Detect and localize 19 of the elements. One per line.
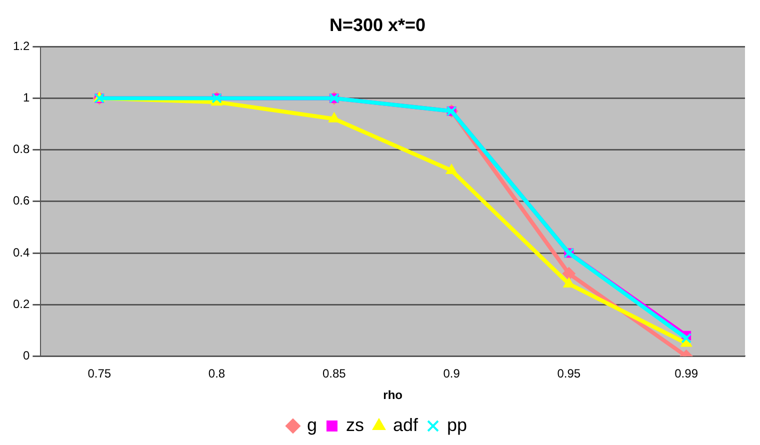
x-tick-label: 0.8 [208, 366, 226, 381]
y-tick-label: 1 [22, 90, 30, 105]
x-tick-label: 0.85 [322, 366, 346, 381]
y-tick-label: 0 [22, 348, 30, 363]
legend-label: g [306, 414, 317, 435]
x-axis-title: rho [383, 388, 403, 402]
y-tick-label: 0.4 [12, 245, 30, 260]
y-tick-label: 1.2 [12, 38, 30, 53]
x-tick-label: 0.95 [557, 366, 581, 381]
x-tick-label: 0.9 [443, 366, 460, 381]
legend-label: zs [346, 414, 364, 435]
y-tick-label: 0.6 [12, 194, 30, 208]
y-tick-label: 0.8 [12, 142, 30, 156]
x-tick-label: 0.99 [674, 366, 698, 381]
legend-label: adf [392, 414, 420, 435]
legend-label: pp [447, 414, 468, 435]
y-tick-label: 0.2 [12, 296, 30, 311]
x-tick-label: 0.75 [88, 366, 112, 381]
chart-title: N=300 x*=0 [329, 14, 426, 35]
